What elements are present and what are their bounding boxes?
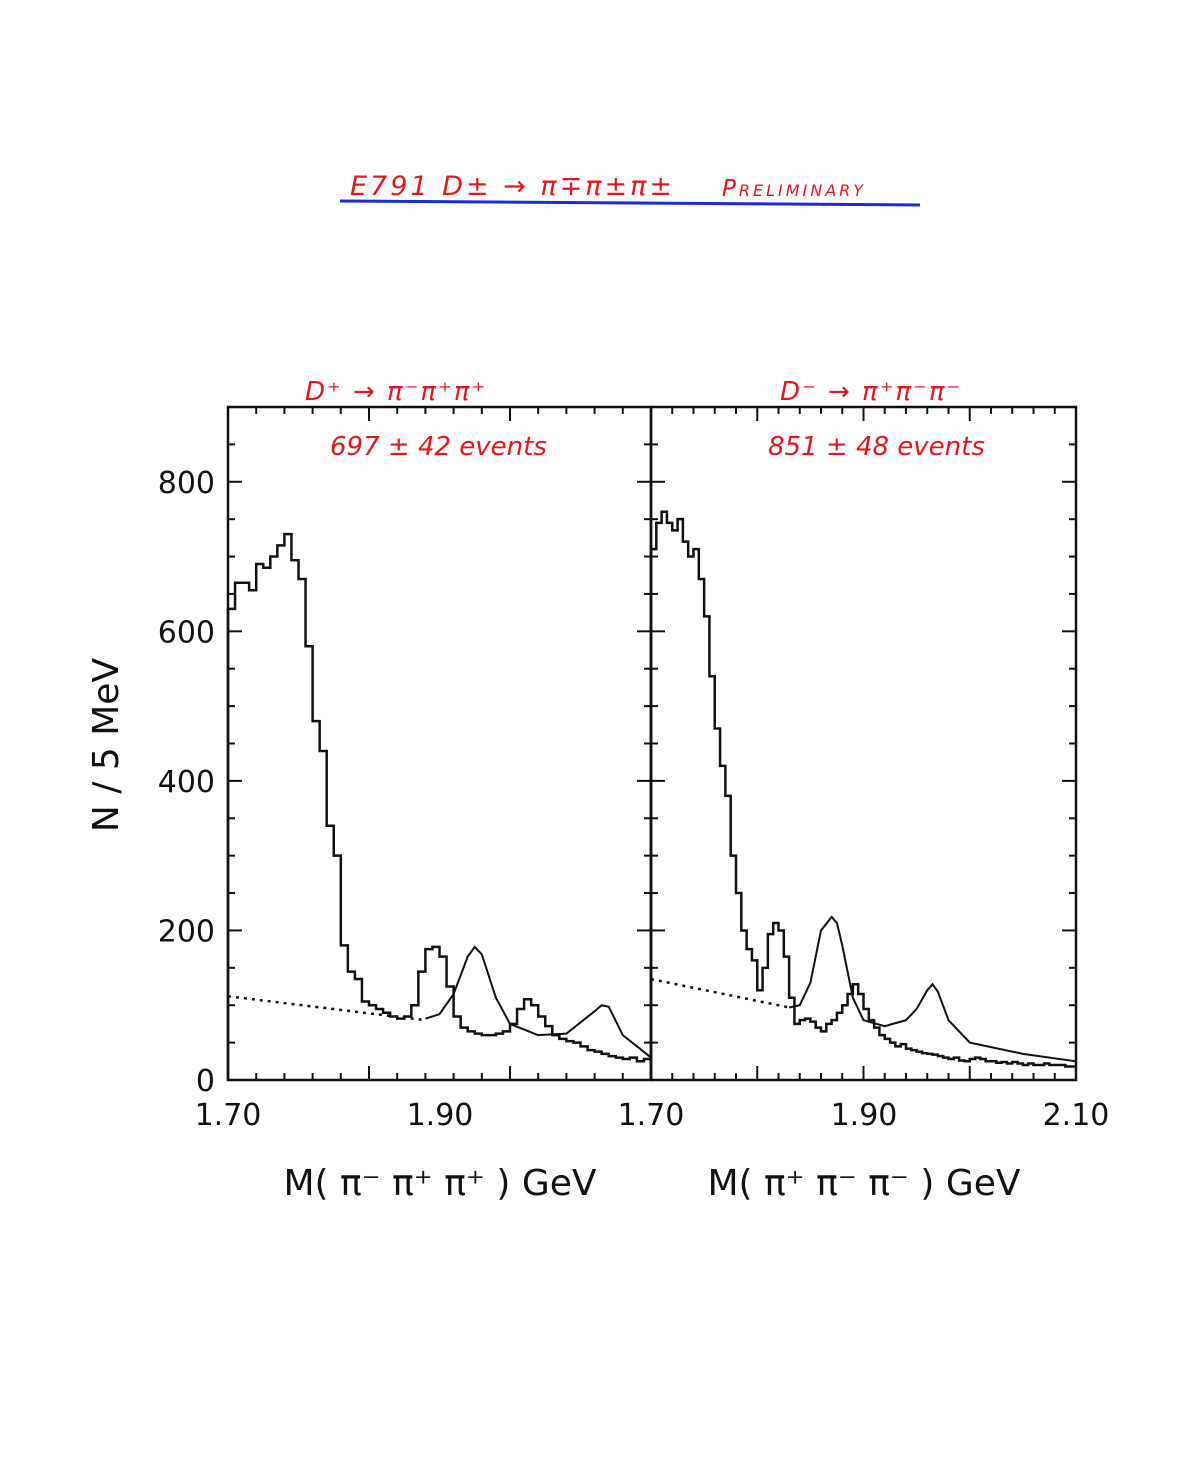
preliminary-label: Preliminary <box>722 176 866 202</box>
plot-frame-right <box>649 405 1078 1082</box>
panel-left-events: 697 ± 42 events <box>330 432 547 462</box>
y-tick-label: 600 <box>158 615 215 650</box>
y-tick-label: 200 <box>158 914 215 949</box>
x-tick-label: 2.10 <box>1043 1098 1110 1133</box>
x-tick-label: 1.90 <box>831 1098 898 1133</box>
x-tick-labels: 1.70 1.90 1.70 1.90 2.10 <box>195 1098 1110 1133</box>
y-axis-title: N / 5 MeV <box>86 658 127 833</box>
x-tick-label: 1.70 <box>195 1098 262 1133</box>
histogram-left <box>226 532 651 1080</box>
panel-left-x-axis-title: M( π⁻ π⁺ π⁺ ) GeV <box>283 1163 596 1204</box>
x-tick-label: 1.70 <box>618 1098 685 1133</box>
histogram-right <box>649 510 1076 1080</box>
x-tick-label: 1.90 <box>407 1098 474 1133</box>
y-tick-label: 400 <box>158 765 215 800</box>
panel-left-title: D⁺ → π⁻π⁺π⁺ <box>305 377 487 407</box>
signal-fit-left <box>425 945 652 1059</box>
background-fit-left <box>227 995 426 1022</box>
panel-right <box>649 405 1078 1082</box>
y-tick-label: 800 <box>158 466 215 501</box>
plot-frame-left <box>226 405 653 1082</box>
background-fit-right <box>650 977 790 1009</box>
panel-right-x-axis-title: M( π⁺ π⁻ π⁻ ) GeV <box>707 1163 1020 1204</box>
y-tick-label: 0 <box>196 1064 215 1099</box>
panel-right-events: 851 ± 48 events <box>768 432 985 462</box>
figure-title: E791 D± → π∓π±π± <box>350 171 675 202</box>
signal-fit-right <box>788 915 1077 1063</box>
title-underline <box>339 199 921 207</box>
panel-right-title: D⁻ → π⁺π⁻π⁻ <box>780 377 962 407</box>
y-tick-labels: 0 200 400 600 800 <box>158 466 215 1099</box>
panel-left <box>226 405 653 1082</box>
